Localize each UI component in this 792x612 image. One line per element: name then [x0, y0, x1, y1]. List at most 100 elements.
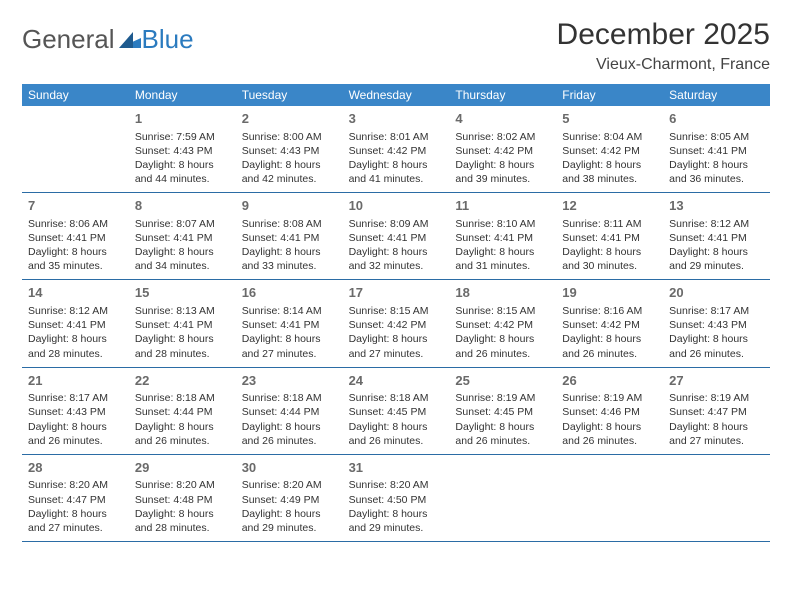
day-header-sun: Sunday — [22, 84, 129, 106]
day-info-line: Daylight: 8 hours — [242, 507, 337, 521]
day-cell: 16Sunrise: 8:14 AMSunset: 4:41 PMDayligh… — [236, 280, 343, 366]
day-info-line: Sunset: 4:42 PM — [562, 318, 657, 332]
day-info-line: and 27 minutes. — [242, 347, 337, 361]
day-info-line: Sunrise: 8:12 AM — [28, 304, 123, 318]
day-cell — [449, 455, 556, 541]
day-info-line: Sunset: 4:41 PM — [349, 231, 444, 245]
day-info-line: and 27 minutes. — [669, 434, 764, 448]
day-info-line: and 36 minutes. — [669, 172, 764, 186]
day-number: 3 — [349, 110, 444, 128]
day-info-line: and 41 minutes. — [349, 172, 444, 186]
day-number: 1 — [135, 110, 230, 128]
day-info-line: Sunset: 4:42 PM — [455, 318, 550, 332]
day-info-line: Daylight: 8 hours — [349, 420, 444, 434]
day-number: 12 — [562, 197, 657, 215]
day-number: 14 — [28, 284, 123, 302]
day-info-line: Sunset: 4:49 PM — [242, 493, 337, 507]
day-cell: 13Sunrise: 8:12 AMSunset: 4:41 PMDayligh… — [663, 193, 770, 279]
day-number: 26 — [562, 372, 657, 390]
day-info-line: and 44 minutes. — [135, 172, 230, 186]
day-info-line: Sunset: 4:41 PM — [242, 231, 337, 245]
day-info-line: and 38 minutes. — [562, 172, 657, 186]
day-info-line: Daylight: 8 hours — [135, 158, 230, 172]
day-info-line: Daylight: 8 hours — [455, 245, 550, 259]
day-info-line: Sunrise: 8:08 AM — [242, 217, 337, 231]
day-info-line: Sunset: 4:46 PM — [562, 405, 657, 419]
day-info-line: and 34 minutes. — [135, 259, 230, 273]
month-title: December 2025 — [557, 18, 770, 52]
weeks-container: 1Sunrise: 7:59 AMSunset: 4:43 PMDaylight… — [22, 106, 770, 542]
day-number: 11 — [455, 197, 550, 215]
day-info-line: and 26 minutes. — [455, 347, 550, 361]
day-info-line: and 39 minutes. — [455, 172, 550, 186]
logo-mark-icon — [119, 24, 141, 55]
day-info-line: Daylight: 8 hours — [28, 245, 123, 259]
day-info-line: Daylight: 8 hours — [28, 507, 123, 521]
day-info-line: Daylight: 8 hours — [349, 158, 444, 172]
day-info-line: and 28 minutes. — [135, 347, 230, 361]
day-info-line: Daylight: 8 hours — [135, 420, 230, 434]
day-cell: 14Sunrise: 8:12 AMSunset: 4:41 PMDayligh… — [22, 280, 129, 366]
day-cell: 20Sunrise: 8:17 AMSunset: 4:43 PMDayligh… — [663, 280, 770, 366]
day-cell: 10Sunrise: 8:09 AMSunset: 4:41 PMDayligh… — [343, 193, 450, 279]
day-info-line: Sunrise: 8:01 AM — [349, 130, 444, 144]
day-info-line: Daylight: 8 hours — [669, 245, 764, 259]
day-info-line: Sunset: 4:42 PM — [349, 318, 444, 332]
logo-text-2: Blue — [142, 24, 194, 55]
day-info-line: and 26 minutes. — [28, 434, 123, 448]
day-number: 2 — [242, 110, 337, 128]
day-header-tue: Tuesday — [236, 84, 343, 106]
day-number: 16 — [242, 284, 337, 302]
day-number: 17 — [349, 284, 444, 302]
day-cell: 11Sunrise: 8:10 AMSunset: 4:41 PMDayligh… — [449, 193, 556, 279]
day-info-line: and 26 minutes. — [455, 434, 550, 448]
day-info-line: Sunrise: 8:04 AM — [562, 130, 657, 144]
day-info-line: Daylight: 8 hours — [562, 245, 657, 259]
day-info-line: Sunrise: 8:10 AM — [455, 217, 550, 231]
day-cell: 31Sunrise: 8:20 AMSunset: 4:50 PMDayligh… — [343, 455, 450, 541]
logo-text-1: General — [22, 24, 115, 55]
day-info-line: Daylight: 8 hours — [669, 332, 764, 346]
day-cell: 7Sunrise: 8:06 AMSunset: 4:41 PMDaylight… — [22, 193, 129, 279]
day-cell — [22, 106, 129, 192]
day-info-line: Sunrise: 8:15 AM — [349, 304, 444, 318]
day-cell: 23Sunrise: 8:18 AMSunset: 4:44 PMDayligh… — [236, 368, 343, 454]
day-number: 25 — [455, 372, 550, 390]
day-cell: 30Sunrise: 8:20 AMSunset: 4:49 PMDayligh… — [236, 455, 343, 541]
day-cell: 22Sunrise: 8:18 AMSunset: 4:44 PMDayligh… — [129, 368, 236, 454]
day-header-mon: Monday — [129, 84, 236, 106]
title-block: December 2025 Vieux-Charmont, France — [557, 18, 770, 74]
day-cell: 8Sunrise: 8:07 AMSunset: 4:41 PMDaylight… — [129, 193, 236, 279]
day-cell — [556, 455, 663, 541]
day-info-line: Daylight: 8 hours — [349, 507, 444, 521]
day-info-line: and 29 minutes. — [349, 521, 444, 535]
day-info-line: Sunrise: 8:16 AM — [562, 304, 657, 318]
day-info-line: and 35 minutes. — [28, 259, 123, 273]
day-info-line: and 26 minutes. — [135, 434, 230, 448]
day-info-line: Sunrise: 8:15 AM — [455, 304, 550, 318]
day-info-line: Sunset: 4:41 PM — [28, 231, 123, 245]
day-number: 27 — [669, 372, 764, 390]
day-number: 21 — [28, 372, 123, 390]
day-info-line: Sunset: 4:41 PM — [28, 318, 123, 332]
day-cell: 21Sunrise: 8:17 AMSunset: 4:43 PMDayligh… — [22, 368, 129, 454]
day-info-line: and 26 minutes. — [242, 434, 337, 448]
day-info-line: and 31 minutes. — [455, 259, 550, 273]
day-info-line: and 28 minutes. — [28, 347, 123, 361]
day-number: 31 — [349, 459, 444, 477]
week-row: 7Sunrise: 8:06 AMSunset: 4:41 PMDaylight… — [22, 193, 770, 280]
day-info-line: and 28 minutes. — [135, 521, 230, 535]
day-number: 4 — [455, 110, 550, 128]
day-info-line: Sunset: 4:42 PM — [349, 144, 444, 158]
day-info-line: Sunset: 4:41 PM — [135, 231, 230, 245]
day-info-line: Daylight: 8 hours — [562, 158, 657, 172]
day-cell: 27Sunrise: 8:19 AMSunset: 4:47 PMDayligh… — [663, 368, 770, 454]
day-info-line: Sunset: 4:47 PM — [28, 493, 123, 507]
day-info-line: Sunrise: 7:59 AM — [135, 130, 230, 144]
day-info-line: Daylight: 8 hours — [242, 245, 337, 259]
day-cell: 28Sunrise: 8:20 AMSunset: 4:47 PMDayligh… — [22, 455, 129, 541]
day-number: 9 — [242, 197, 337, 215]
day-cell: 5Sunrise: 8:04 AMSunset: 4:42 PMDaylight… — [556, 106, 663, 192]
day-info-line: Sunset: 4:41 PM — [562, 231, 657, 245]
day-info-line: Sunrise: 8:19 AM — [669, 391, 764, 405]
